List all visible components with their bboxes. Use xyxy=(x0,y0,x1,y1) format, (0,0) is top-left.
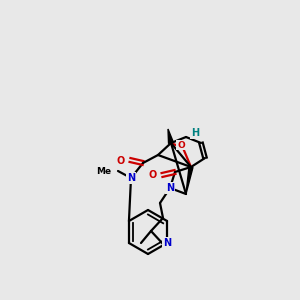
Text: O: O xyxy=(177,140,185,149)
Text: N: N xyxy=(166,183,174,193)
Text: N: N xyxy=(163,238,171,248)
Text: O: O xyxy=(149,170,157,180)
Text: N: N xyxy=(127,173,135,183)
Polygon shape xyxy=(186,167,193,194)
Polygon shape xyxy=(168,129,173,143)
Text: Me: Me xyxy=(96,167,111,176)
Text: H: H xyxy=(191,128,199,138)
Text: O: O xyxy=(117,156,125,166)
